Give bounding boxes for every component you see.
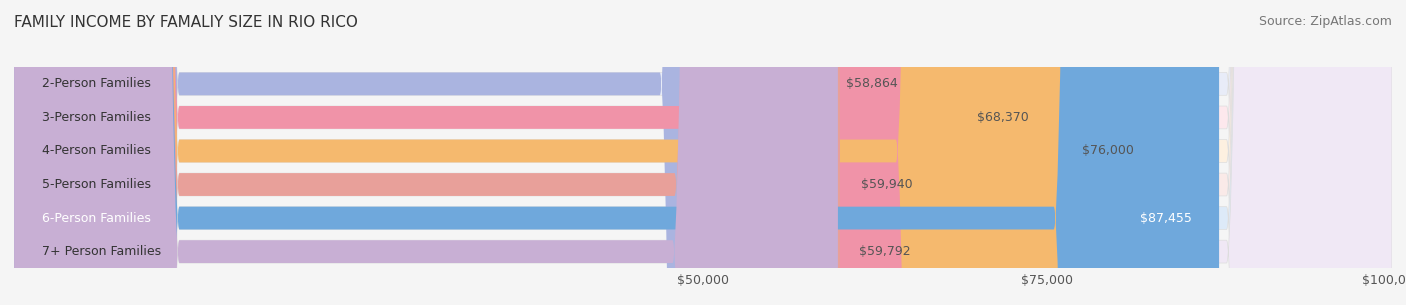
FancyBboxPatch shape	[14, 0, 1392, 305]
FancyBboxPatch shape	[14, 0, 1392, 305]
Text: $87,455: $87,455	[1140, 212, 1191, 224]
Text: 3-Person Families: 3-Person Families	[42, 111, 150, 124]
FancyBboxPatch shape	[14, 0, 839, 305]
Text: $58,864: $58,864	[846, 77, 897, 90]
Text: Source: ZipAtlas.com: Source: ZipAtlas.com	[1258, 15, 1392, 28]
Text: 6-Person Families: 6-Person Families	[42, 212, 150, 224]
Text: 4-Person Families: 4-Person Families	[42, 145, 150, 157]
FancyBboxPatch shape	[14, 0, 1392, 305]
FancyBboxPatch shape	[14, 0, 1392, 305]
Text: $76,000: $76,000	[1083, 145, 1133, 157]
Text: 7+ Person Families: 7+ Person Families	[42, 245, 160, 258]
Text: $59,940: $59,940	[860, 178, 912, 191]
Text: 2-Person Families: 2-Person Families	[42, 77, 150, 90]
FancyBboxPatch shape	[14, 0, 838, 305]
Text: $59,792: $59,792	[859, 245, 910, 258]
FancyBboxPatch shape	[14, 0, 956, 305]
FancyBboxPatch shape	[14, 0, 1392, 305]
FancyBboxPatch shape	[14, 0, 825, 305]
Text: $68,370: $68,370	[977, 111, 1029, 124]
FancyBboxPatch shape	[14, 0, 1062, 305]
FancyBboxPatch shape	[14, 0, 1219, 305]
FancyBboxPatch shape	[14, 0, 1392, 305]
Text: FAMILY INCOME BY FAMALIY SIZE IN RIO RICO: FAMILY INCOME BY FAMALIY SIZE IN RIO RIC…	[14, 15, 359, 30]
Text: 5-Person Families: 5-Person Families	[42, 178, 150, 191]
